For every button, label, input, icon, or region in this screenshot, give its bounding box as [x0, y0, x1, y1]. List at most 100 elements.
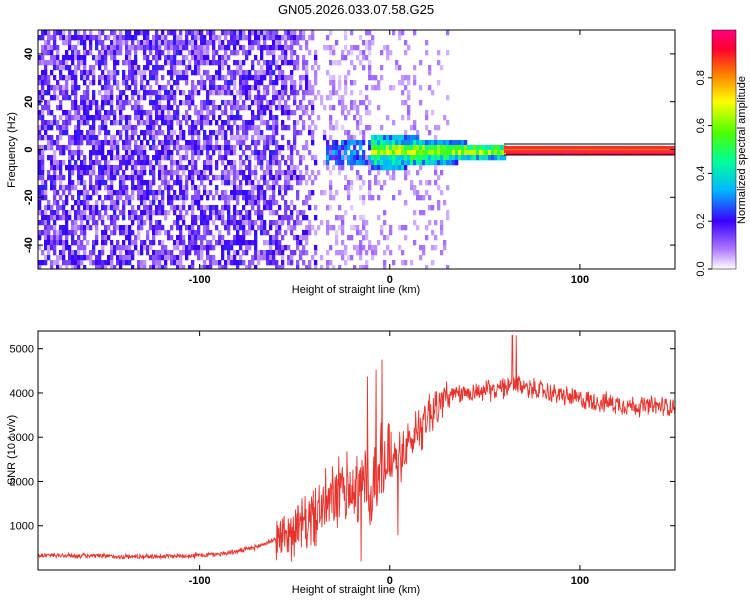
spectrogram-cell	[110, 75, 114, 81]
spectrogram-cell	[218, 155, 222, 161]
spectrogram-cell	[182, 265, 186, 269]
spectrogram-cell	[56, 30, 60, 36]
spectrogram-cell	[359, 195, 363, 201]
spectrogram-cell	[122, 35, 126, 41]
spectrogram-cell	[59, 100, 63, 106]
spectrogram-cell	[44, 90, 48, 96]
spectrogram-cell	[125, 95, 129, 101]
spectrogram-cell	[485, 155, 489, 161]
spectrogram-cell	[272, 120, 276, 126]
spectrogram-cell	[152, 55, 156, 61]
spectrogram-cell	[113, 140, 117, 146]
spectrogram-cell	[239, 235, 243, 241]
spectrogram-cell	[473, 145, 477, 151]
spectrogram-cell	[299, 30, 303, 36]
spectrogram-cell	[404, 145, 408, 151]
spectrogram-cell	[191, 135, 195, 141]
spectrogram-cell	[353, 155, 357, 161]
spectrogram-cell	[341, 215, 345, 221]
spectrogram-cell	[278, 215, 282, 221]
spectrogram-cell	[182, 90, 186, 96]
spectrogram-cell	[224, 135, 228, 141]
spectrogram-cell	[50, 120, 54, 126]
spectrogram-cell	[149, 145, 153, 151]
spectrogram-cell	[266, 30, 270, 36]
spectrogram-cell	[209, 165, 213, 171]
spectrogram-cell	[290, 55, 294, 61]
spectrogram-cell	[152, 210, 156, 216]
spectrogram-cell	[206, 50, 210, 56]
spectrogram-cell	[332, 225, 336, 231]
spectrogram-cell	[137, 170, 141, 176]
spectrogram-cell	[101, 175, 105, 181]
spectrogram-cell	[272, 210, 276, 216]
spectrogram-cell	[104, 140, 108, 146]
spectrogram-cell	[410, 180, 414, 186]
spectrogram-cell	[389, 145, 393, 151]
spectrogram-cell	[338, 95, 342, 101]
spectrogram-cell	[233, 260, 237, 266]
spectrogram-cell	[194, 65, 198, 71]
spectrogram-cell	[53, 215, 57, 221]
spectrogram-cell	[146, 245, 150, 251]
spectrogram-cell	[131, 65, 135, 71]
spectrogram-cell	[143, 50, 147, 56]
spectrogram-cell	[338, 155, 342, 161]
spectrogram-cell	[107, 235, 111, 241]
spectrogram-cell	[413, 30, 417, 36]
spectrogram-cell	[218, 130, 222, 136]
spectrogram-cell	[182, 40, 186, 46]
spectrogram-cell	[329, 150, 333, 156]
spectrogram-cell	[179, 190, 183, 196]
spectrogram-cell	[212, 45, 216, 51]
spectrogram-cell	[71, 105, 75, 111]
spectrogram-cell	[125, 255, 129, 261]
spectrogram-cell	[128, 255, 132, 261]
spectrogram-cell	[146, 45, 150, 51]
spectrogram-cell	[143, 135, 147, 141]
spectrogram-cell	[92, 140, 96, 146]
spectrogram-cell	[131, 215, 135, 221]
spectrogram-cell	[404, 260, 408, 266]
spectrogram-cell	[143, 265, 147, 269]
spectrogram-cell	[200, 265, 204, 269]
spectrogram-cell	[368, 140, 372, 146]
spectrogram-cell	[302, 245, 306, 251]
spectrogram-cell	[179, 155, 183, 161]
spectrogram-cell	[479, 150, 483, 156]
spectrogram-cell	[197, 225, 201, 231]
spectrogram-cell	[377, 105, 381, 111]
spectrogram-cell	[92, 115, 96, 121]
spectrogram-cell	[332, 75, 336, 81]
spectrogram-cell	[296, 55, 300, 61]
spectrogram-cell	[194, 120, 198, 126]
spectrogram-cell	[236, 235, 240, 241]
spectrogram-cell	[77, 250, 81, 256]
spectrogram-cell	[131, 175, 135, 181]
spectrogram-cell	[332, 85, 336, 91]
spectrogram-cell	[251, 115, 255, 121]
spectrogram-cell	[377, 140, 381, 146]
spectrogram-cell	[374, 140, 378, 146]
spectrogram-cell	[50, 210, 54, 216]
spectrogram-cell	[167, 130, 171, 136]
spectrogram-cell	[272, 180, 276, 186]
spectrogram-cell	[230, 130, 234, 136]
spectrogram-cell	[386, 50, 390, 56]
spectrogram-cell	[173, 245, 177, 251]
spectrogram-cell	[125, 160, 129, 166]
spectrogram-cell	[134, 240, 138, 246]
spectrogram-cell	[239, 165, 243, 171]
spectrogram-cell	[296, 220, 300, 226]
spectrogram-cell	[41, 165, 45, 171]
spectrogram-cell	[302, 65, 306, 71]
spectrogram-cell	[164, 140, 168, 146]
spectrogram-cell	[275, 240, 279, 246]
spectrogram-cell	[161, 40, 165, 46]
spectrogram-cell	[128, 230, 132, 236]
spectrogram-cell	[179, 50, 183, 56]
spectrogram-cell	[233, 115, 237, 121]
spectrogram-cell	[110, 265, 114, 269]
spectrogram-cell	[320, 95, 324, 101]
spectrogram-cell	[404, 170, 408, 176]
